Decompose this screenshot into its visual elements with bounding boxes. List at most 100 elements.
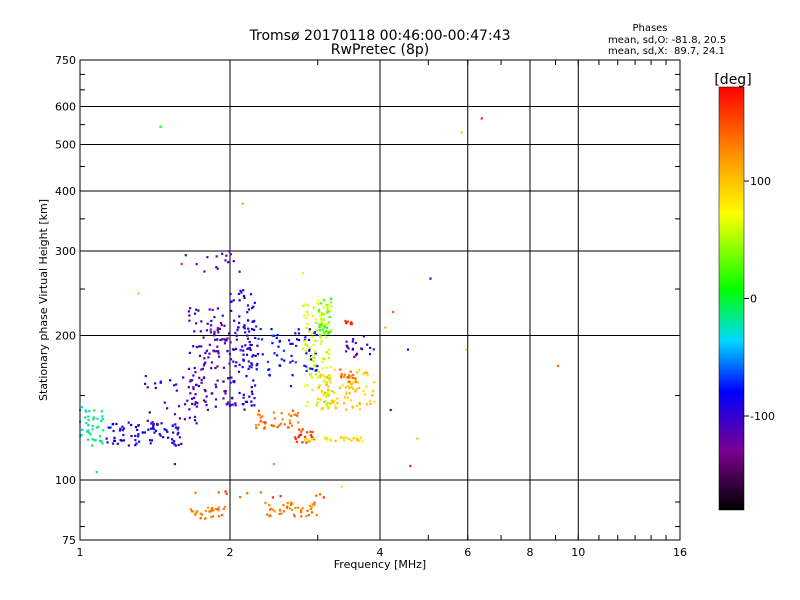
data-point [256, 344, 259, 347]
data-point [269, 507, 272, 510]
data-point [250, 328, 254, 331]
data-point [195, 263, 198, 266]
data-point [323, 375, 326, 378]
data-point [350, 374, 353, 377]
chart-title: Tromsø 20170118 00:46:00-00:47:43 [249, 28, 511, 44]
data-point [326, 308, 329, 311]
data-point [187, 310, 190, 313]
data-point [371, 394, 374, 397]
data-point [213, 332, 216, 335]
data-point [252, 305, 255, 308]
data-point [319, 342, 322, 345]
data-point [288, 339, 291, 342]
data-point [321, 391, 324, 394]
data-point [195, 405, 198, 408]
data-point [224, 490, 227, 493]
data-point [296, 338, 299, 341]
data-point [248, 330, 251, 333]
data-point [92, 416, 95, 419]
data-point [303, 339, 307, 342]
data-point [169, 379, 172, 382]
data-point [308, 504, 311, 507]
data-point [250, 404, 253, 407]
data-point [309, 373, 312, 376]
data-point [326, 401, 329, 404]
data-point [264, 501, 267, 505]
data-point [209, 510, 212, 513]
data-point [356, 371, 359, 374]
data-point [319, 325, 322, 328]
data-point [325, 394, 328, 397]
x-axis-label: Frequency [MHz] [334, 558, 426, 571]
data-point [328, 389, 331, 392]
data-point [298, 339, 301, 342]
data-point [327, 394, 330, 397]
data-point [217, 331, 220, 334]
data-point [330, 301, 333, 304]
data-point [332, 401, 335, 404]
data-point [226, 337, 229, 340]
data-point [271, 342, 274, 345]
data-point [356, 439, 359, 442]
data-point [556, 364, 560, 367]
data-point [358, 439, 361, 442]
data-point [329, 376, 332, 379]
data-point [320, 340, 323, 343]
data-point [196, 402, 199, 405]
data-point [195, 308, 198, 311]
x-tick-label: 8 [527, 546, 534, 559]
data-point [326, 350, 329, 354]
data-point [232, 299, 235, 302]
data-point [330, 328, 333, 332]
data-point [312, 343, 315, 347]
data-point [247, 360, 250, 363]
data-point [172, 431, 175, 434]
data-point [136, 428, 139, 431]
stats-line-x: mean, sd,X: 89.7, 24.1 [608, 46, 725, 57]
data-point [255, 325, 258, 328]
data-point [171, 424, 174, 427]
data-point [315, 333, 318, 337]
data-point [322, 496, 325, 499]
data-point [276, 426, 279, 429]
data-point [365, 385, 368, 388]
data-point [294, 437, 297, 440]
data-point [290, 354, 293, 358]
data-point [191, 402, 194, 405]
data-point [99, 435, 102, 438]
data-point [250, 343, 253, 347]
data-point [320, 312, 323, 315]
data-point [153, 431, 156, 434]
data-point [354, 381, 358, 384]
data-point [242, 396, 245, 399]
y-tick-label: 75 [62, 534, 76, 547]
data-point [288, 413, 291, 416]
data-point [229, 404, 232, 407]
data-point [154, 386, 157, 389]
data-point [230, 376, 233, 379]
data-point [373, 400, 376, 403]
data-point [309, 358, 313, 361]
data-point [237, 292, 240, 295]
data-point [202, 336, 205, 339]
data-point [242, 349, 245, 352]
data-point [327, 385, 330, 388]
data-point [334, 404, 337, 407]
data-point [229, 253, 232, 256]
data-point [250, 362, 253, 365]
data-point [174, 426, 177, 429]
data-point [200, 513, 203, 516]
data-point [325, 381, 328, 384]
data-point [296, 414, 299, 417]
y-tick-label: 750 [55, 54, 76, 67]
data-point [87, 415, 90, 418]
data-point [149, 427, 153, 430]
data-point [264, 421, 267, 424]
data-point [149, 439, 152, 442]
data-point [107, 426, 110, 429]
data-point [175, 383, 178, 386]
data-point [177, 426, 180, 429]
data-point [416, 437, 419, 440]
data-point [289, 501, 292, 504]
